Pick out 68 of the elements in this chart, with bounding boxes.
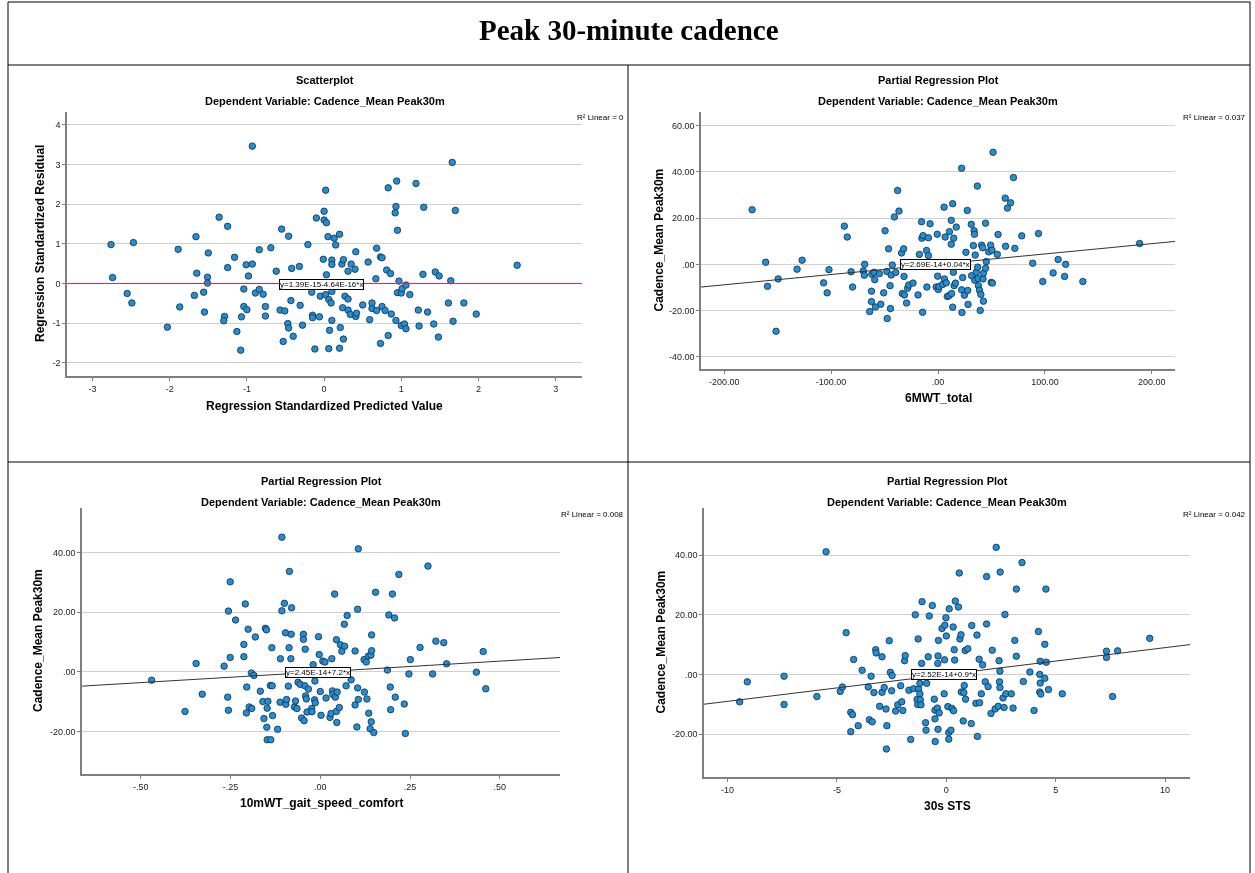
annotation: y=2.45E-14+7.2*x xyxy=(286,668,351,677)
text: Peak 30-minute cadence xyxy=(479,14,779,46)
x-tick-label: -200.00 xyxy=(708,376,740,387)
y-tick-label: .00 xyxy=(684,669,698,680)
y-tick-label: 0 xyxy=(55,278,61,289)
y-tick-label: 40.00 xyxy=(671,166,695,177)
y-tick-label: .00 xyxy=(681,259,695,270)
x-tick-label: .50 xyxy=(493,781,506,792)
y-tick-label: .00 xyxy=(62,666,76,677)
chart-subtitle: Dependent Variable: Cadence_Mean Peak30m xyxy=(827,496,1067,508)
y-tick-label: 4 xyxy=(55,119,61,130)
y-tick-label: 60.00 xyxy=(671,120,695,131)
x-tick-label: -100.00 xyxy=(815,376,847,387)
x-tick-label: 10 xyxy=(1160,784,1171,795)
chart-title: Partial Regression Plot xyxy=(878,74,999,86)
x-tick-label: -3 xyxy=(88,383,97,394)
x-tick-label: -.25 xyxy=(222,781,239,792)
y-tick-label: -2 xyxy=(52,358,61,369)
y-tick-label: 40.00 xyxy=(52,547,76,558)
x-axis-title: 6MWT_total xyxy=(905,391,973,405)
x-axis-title: 30s STS xyxy=(924,799,971,813)
x-tick-label: -5 xyxy=(832,784,841,795)
x-tick-label: .25 xyxy=(403,781,417,792)
y-tick-label: -40.00 xyxy=(668,352,695,363)
x-axis-title: 10mWT_gait_speed_comfort xyxy=(240,796,404,810)
y-tick-label: -20.00 xyxy=(49,726,76,737)
x-tick-label: .00 xyxy=(931,376,945,387)
y-tick-label: 1 xyxy=(55,238,61,249)
x-tick-label: 0 xyxy=(321,383,327,394)
x-tick-label: 0 xyxy=(943,784,949,795)
annotation: y=2.52E-14+0.9*x xyxy=(912,670,977,679)
y-axis-title: Cadence_Mean Peak30m xyxy=(651,168,666,312)
chart-subtitle: Dependent Variable: Cadence_Mean Peak30m xyxy=(205,95,445,107)
y-axis-title: Cadence_Mean Peak30m xyxy=(31,569,45,712)
y-tick-label: 20.00 xyxy=(52,607,76,618)
x-tick-label: 2 xyxy=(476,383,482,394)
annotation: y=2.69E-14+0.04*x xyxy=(901,260,970,269)
y-tick-label: 20.00 xyxy=(671,213,695,224)
y-tick-label: 20.00 xyxy=(674,609,698,620)
x-axis-title: Regression Standardized Predicted Value xyxy=(206,399,444,413)
x-tick-label: 100.00 xyxy=(1031,376,1059,387)
y-tick-label: -1 xyxy=(52,318,61,329)
x-tick-label: 1 xyxy=(398,383,404,394)
y-tick-label: 3 xyxy=(55,159,61,170)
x-tick-label: -10 xyxy=(721,784,735,795)
x-tick-label: -1 xyxy=(242,383,251,394)
y-axis-title: Regression Standardized Residual xyxy=(33,144,47,342)
chart-subtitle: Dependent Variable: Cadence_Mean Peak30m xyxy=(818,95,1058,107)
x-tick-label: -2 xyxy=(165,383,174,394)
y-tick-label: 40.00 xyxy=(674,550,698,561)
x-tick-label: -.50 xyxy=(133,781,149,792)
y-tick-label: -20.00 xyxy=(668,305,695,316)
text: R² Linear = 0.037 xyxy=(1183,113,1246,122)
chart-subtitle: Dependent Variable: Cadence_Mean Peak30m xyxy=(201,496,441,508)
annotation: y=1.39E-15-4.64E-16*x xyxy=(280,280,364,289)
x-tick-label: .00 xyxy=(314,781,327,792)
y-tick-label: -20.00 xyxy=(671,729,698,740)
chart-title: Partial Regression Plot xyxy=(261,475,382,487)
x-tick-label: 200.00 xyxy=(1138,376,1166,387)
y-tick-label: 2 xyxy=(55,199,61,210)
y-axis-title: Cadence_Mean Peak30m xyxy=(653,570,668,714)
chart-title: Scatterplot xyxy=(296,74,354,86)
chart-title: Partial Regression Plot xyxy=(887,475,1008,487)
text: R² Linear = 0.008 xyxy=(561,510,624,519)
annotation: R² Linear = 0.042 xyxy=(1183,510,1246,519)
x-tick-label: 3 xyxy=(553,383,559,394)
annotation: R² Linear = 0 xyxy=(577,113,625,122)
x-tick-label: 5 xyxy=(1053,784,1059,795)
